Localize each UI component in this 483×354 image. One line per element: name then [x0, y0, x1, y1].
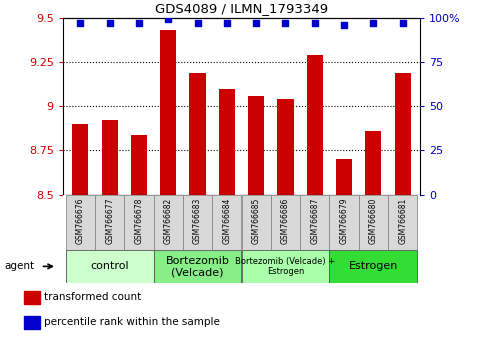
Text: GSM766686: GSM766686 [281, 198, 290, 244]
Text: Estrogen: Estrogen [349, 261, 398, 272]
Bar [277, 99, 294, 195]
Bar [365, 131, 382, 195]
Text: GSM766676: GSM766676 [76, 198, 85, 244]
Bar [24, 315, 41, 329]
Bar [95, 195, 124, 250]
Text: agent: agent [5, 261, 35, 272]
Bar [124, 195, 154, 250]
Point [135, 20, 143, 26]
Point [369, 20, 377, 26]
Text: Bortezomib (Velcade) +
Estrogen: Bortezomib (Velcade) + Estrogen [235, 257, 336, 276]
Text: GSM766681: GSM766681 [398, 198, 407, 244]
Text: GSM766684: GSM766684 [222, 198, 231, 244]
Text: GSM766677: GSM766677 [105, 198, 114, 244]
Point [311, 20, 319, 26]
Text: GSM766678: GSM766678 [134, 198, 143, 244]
Bar [154, 195, 183, 250]
Bar [395, 73, 411, 195]
Text: transformed count: transformed count [43, 292, 141, 302]
Bar [101, 120, 118, 195]
Text: Bortezomib
(Velcade): Bortezomib (Velcade) [166, 256, 229, 277]
Bar [300, 195, 329, 250]
Bar [66, 250, 154, 283]
Bar [219, 88, 235, 195]
Bar [154, 250, 242, 283]
Text: GSM766680: GSM766680 [369, 198, 378, 244]
Point [223, 20, 231, 26]
Point [252, 20, 260, 26]
Text: GSM766679: GSM766679 [340, 198, 349, 244]
Text: percentile rank within the sample: percentile rank within the sample [43, 317, 219, 327]
Bar [242, 250, 329, 283]
Bar [336, 159, 352, 195]
Bar [359, 195, 388, 250]
Bar [24, 291, 41, 304]
Bar [72, 124, 88, 195]
Point [194, 20, 201, 26]
Text: GSM766682: GSM766682 [164, 198, 173, 244]
Bar [242, 195, 271, 250]
Bar [160, 30, 176, 195]
Point [76, 20, 84, 26]
Title: GDS4089 / ILMN_1793349: GDS4089 / ILMN_1793349 [155, 2, 328, 15]
Bar [212, 195, 242, 250]
Bar [388, 195, 417, 250]
Bar [307, 55, 323, 195]
Bar [329, 195, 359, 250]
Bar [329, 250, 417, 283]
Bar [248, 96, 264, 195]
Bar [189, 73, 206, 195]
Bar [271, 195, 300, 250]
Point [399, 20, 407, 26]
Bar [66, 195, 95, 250]
Bar [131, 135, 147, 195]
Point [340, 22, 348, 28]
Point [106, 20, 114, 26]
Bar [183, 195, 212, 250]
Point [282, 20, 289, 26]
Text: GSM766687: GSM766687 [310, 198, 319, 244]
Text: GSM766685: GSM766685 [252, 198, 261, 244]
Point [164, 17, 172, 22]
Text: control: control [90, 261, 129, 272]
Text: GSM766683: GSM766683 [193, 198, 202, 244]
